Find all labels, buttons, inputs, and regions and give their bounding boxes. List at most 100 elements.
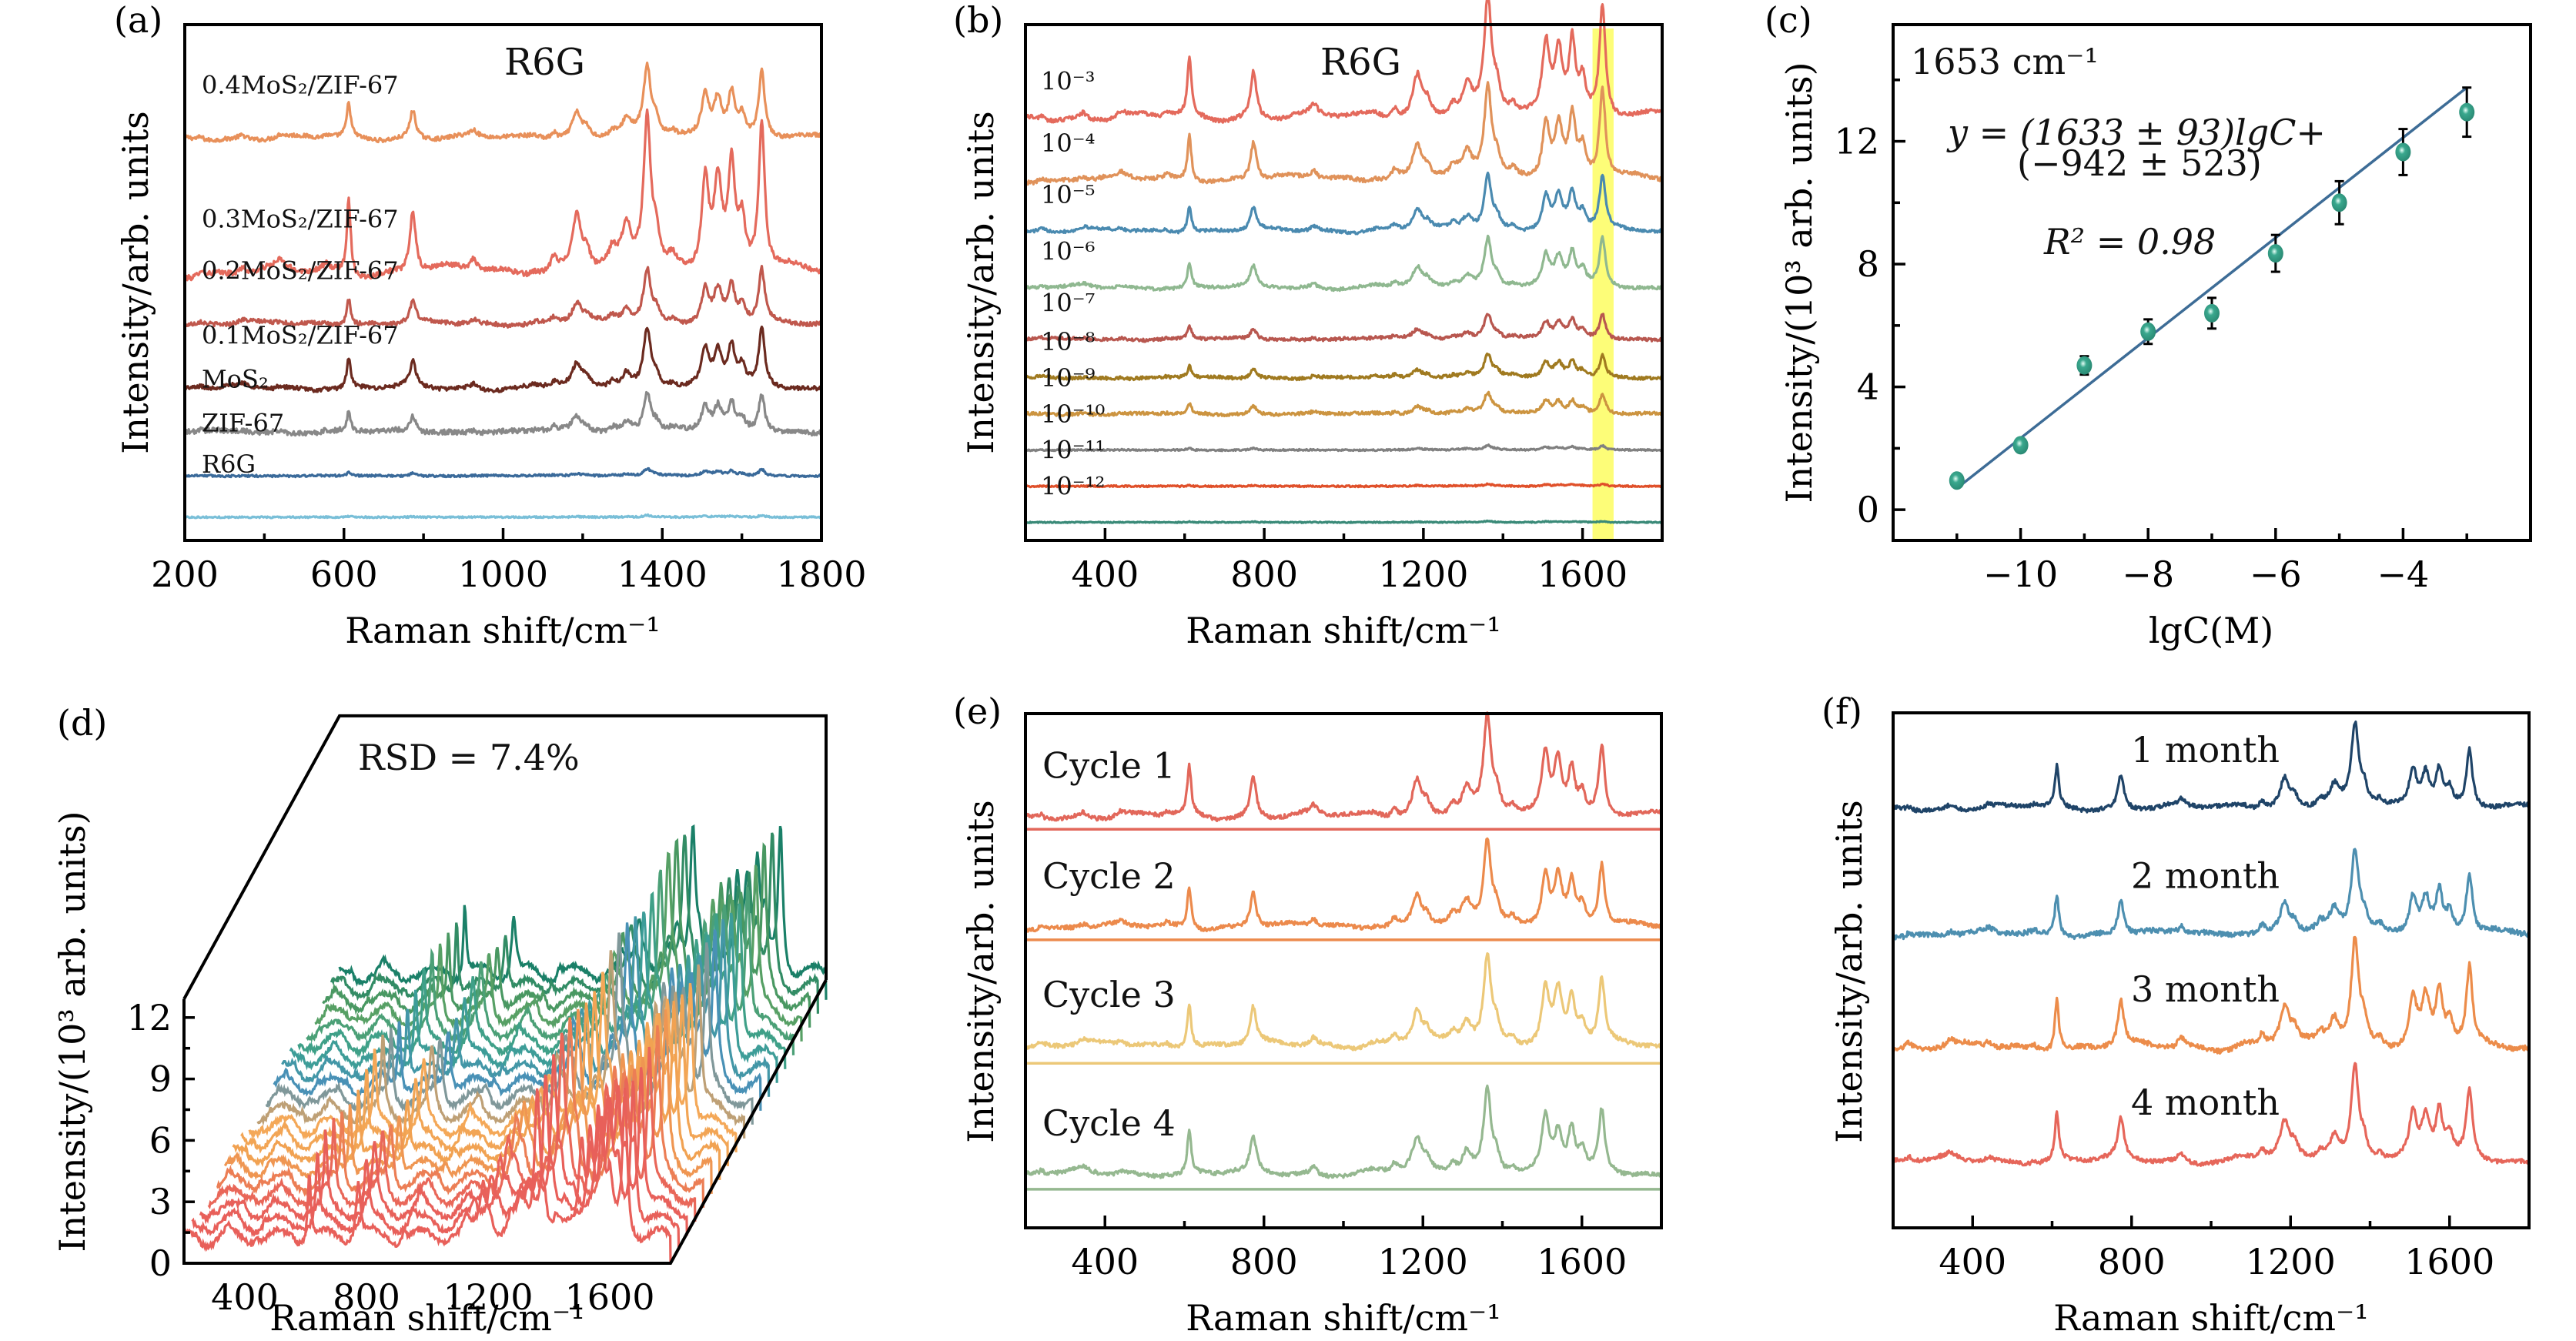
panel-f-ylabel: Intensity/arb. units (1828, 800, 1870, 1143)
panel-label-e: (e) (953, 691, 1002, 732)
panel-e: (e) Cycle 1 Cycle 2 Cycle 3 Cycle 4 400 800 12… (953, 691, 1663, 1339)
panel-d-xtick-label: 800 (333, 1276, 400, 1318)
panel-a-ylabel: Intensity/arb. units (115, 111, 156, 454)
panel-b-xtick-label: 1200 (1378, 553, 1468, 595)
waterfall-spectrum (216, 1017, 705, 1208)
panel-d-xtick-label: 400 (211, 1276, 279, 1318)
series-label: 2 month (2131, 855, 2280, 897)
panel-f-xtick-label: 1600 (2404, 1241, 2494, 1282)
fit-line (1955, 86, 2468, 490)
waterfall-spectrum (223, 1008, 713, 1194)
data-point (2331, 193, 2347, 212)
series-label: 0.4MoS₂/ZIF-67 (202, 70, 399, 99)
panel-d-xtick-label: 1600 (564, 1276, 654, 1318)
waterfall-spectrum (314, 851, 803, 1042)
panel-f-xtick-label: 1200 (2246, 1241, 2336, 1282)
spectrum-cycle-2 (1025, 837, 1663, 933)
waterfall-spectrum (182, 1088, 672, 1264)
data-point (2204, 303, 2220, 323)
series-label: 10⁻¹¹ (1041, 436, 1105, 465)
spectrum-4-month (1892, 1062, 2531, 1167)
waterfall-spectrum (297, 891, 787, 1069)
panel-a-xtick-label: 1400 (617, 553, 708, 595)
spectrum-mos- (183, 390, 823, 437)
panel-b-xtick-label: 400 (1071, 553, 1139, 595)
series-label: 10⁻⁸ (1041, 327, 1095, 356)
spectrum-0-3mos-zif-67 (183, 108, 823, 282)
panel-c: (c) −10 −8 −6 −4 0 4 8 12 1653 cm⁻¹ y = (1633 ±… (1765, 0, 2532, 651)
panel-label-d: (d) (57, 702, 107, 744)
spectrum-0-1mos-zif-67 (183, 325, 822, 393)
spectrum-0-4mos-zif-67 (183, 62, 823, 144)
panel-label-b: (b) (953, 0, 1003, 41)
waterfall-spectrum (322, 838, 811, 1028)
panel-e-plot-area: Cycle 1 Cycle 2 Cycle 3 Cycle 4 400 800 1200 16… (1024, 711, 1663, 1282)
series-label: 0.1MoS₂/ZIF-67 (202, 320, 399, 349)
panel-f-xtick-label: 400 (1939, 1241, 2006, 1282)
panel-e-ylabel: Intensity/arb. units (960, 800, 1002, 1143)
panel-e-xtick-label: 1200 (1378, 1241, 1468, 1282)
series-label: 10⁻³ (1041, 67, 1095, 96)
series-label: 10⁻⁶ (1041, 237, 1095, 266)
panel-c-ytick-label: 8 (1857, 243, 1879, 285)
series-label: Cycle 2 (1042, 855, 1176, 897)
spectrum-r6g (183, 513, 823, 520)
series-label: MoS₂ (202, 364, 269, 393)
panel-d-ytick-label: 3 (149, 1181, 172, 1222)
series-label: 10⁻⁴ (1041, 129, 1095, 158)
waterfall-spectrum (273, 922, 762, 1111)
panel-c-equation-line1: y = (1633 ± 93)lgC+ (1946, 112, 2326, 153)
panel-d-xlabel: Raman shift/cm⁻¹ (269, 1297, 584, 1339)
panel-e-xtick-label: 1600 (1537, 1241, 1627, 1282)
series-label: 1 month (2131, 729, 2280, 771)
data-point (2012, 436, 2029, 455)
panel-a-xlabel: Raman shift/cm⁻¹ (345, 610, 660, 651)
panel-c-r-squared: R² = 0.98 (2043, 221, 2216, 263)
panel-c-xtick-label: −4 (2377, 553, 2429, 595)
highlight-band-1653 (1592, 28, 1614, 540)
panel-e-frame (1024, 712, 1663, 1229)
panel-a-plot-area: 0.4MoS₂/ZIF-67 0.3MoS₂/ZIF-67 0.2MoS₂/ZIF-… (151, 23, 867, 595)
series-label: Cycle 3 (1042, 974, 1176, 1015)
spectrum-10- (1025, 81, 1663, 186)
waterfall-spectrum (306, 869, 795, 1055)
spectrum-zif-67 (184, 467, 823, 479)
spectrum-10- (1024, 0, 1664, 124)
data-point (1949, 471, 1965, 490)
data-point (2267, 244, 2283, 263)
series-label: 3 month (2131, 968, 2280, 1010)
panel-a: (a) 0.4MoS₂/ZIF-67 0.3MoS₂/ZIF-67 0.2MoS₂/… (114, 0, 867, 651)
panel-d-xtick-label: 1200 (443, 1276, 533, 1318)
panel-a-xtick-label: 1800 (776, 553, 866, 595)
panel-d-ytick-label: 0 (149, 1242, 172, 1284)
waterfall-spectrum (232, 1001, 721, 1180)
spectrum-2-month (1892, 848, 2531, 941)
data-point (2459, 102, 2475, 122)
panel-e-xlabel: Raman shift/cm⁻¹ (1186, 1297, 1500, 1339)
series-label: 10⁻⁹ (1041, 363, 1096, 393)
panel-b-ylabel: Intensity/arb. units (960, 111, 1002, 454)
waterfall-spectrum (248, 971, 738, 1152)
panel-c-equation-line2: (−942 ± 523) (2017, 142, 2262, 184)
panel-f: (f) 1 month 2 month 3 month 4 month 400 800 12… (1822, 691, 2531, 1339)
waterfall-spectrum (281, 916, 771, 1097)
series-label: Cycle 1 (1042, 745, 1176, 787)
panel-e-xtick-label: 800 (1230, 1241, 1298, 1282)
spectrum-cycle-4 (1024, 1084, 1663, 1179)
panel-b-xtick-label: 800 (1230, 553, 1298, 595)
panel-a-xtick-label: 200 (151, 553, 219, 595)
series-label: 10⁻⁵ (1041, 180, 1095, 209)
panel-d-ytick-label: 12 (126, 997, 172, 1038)
panel-label-a: (a) (114, 0, 162, 41)
panel-d-front-axes (182, 979, 828, 1265)
series-label: 10⁻⁷ (1041, 289, 1095, 318)
waterfall-spectrum (191, 1074, 681, 1250)
panel-c-xlabel: lgC(M) (2149, 610, 2273, 651)
series-label: 10⁻¹² (1041, 472, 1105, 501)
spectrum-cycle-3 (1024, 952, 1663, 1052)
series-label: 0.2MoS₂/ZIF-67 (202, 256, 399, 286)
series-label: 0.3MoS₂/ZIF-67 (202, 205, 399, 234)
waterfall-spectrum (207, 1032, 697, 1222)
panel-a-xtick-label: 600 (310, 553, 378, 595)
